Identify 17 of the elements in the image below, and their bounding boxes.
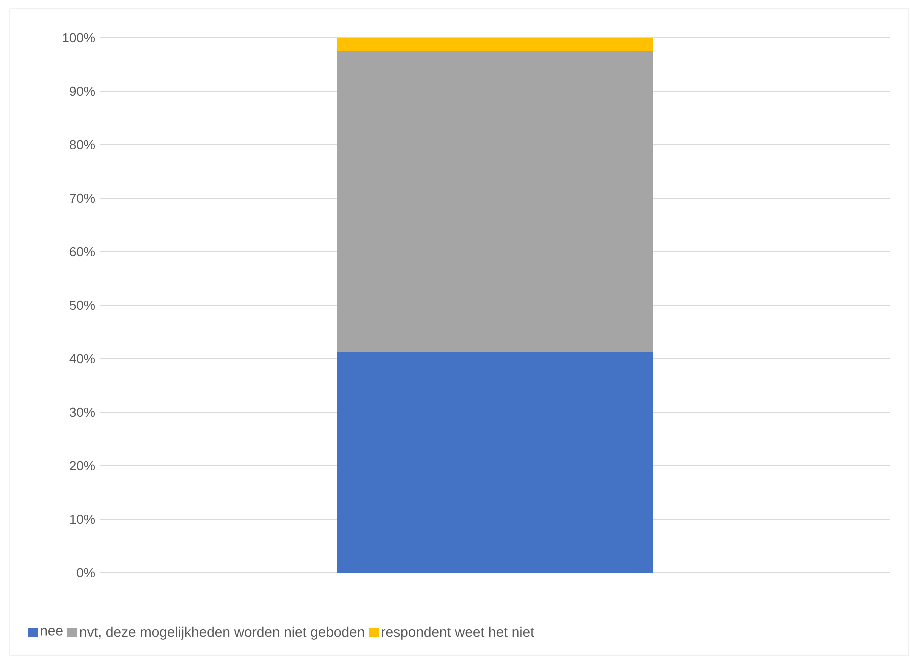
bar (337, 51, 654, 352)
y-tick-label: 30% (70, 408, 96, 418)
y-tick-label: 40% (70, 354, 96, 364)
y-tick-label: 20% (70, 461, 96, 471)
legend-label: nvt, deze mogelijkheden worden niet geboden (80, 626, 364, 640)
bar (337, 38, 654, 52)
y-tick-label: 80% (70, 140, 96, 150)
y-tick-label: 10% (70, 514, 96, 524)
y-tick-label: 0% (77, 568, 96, 578)
legend-label: nee (41, 628, 63, 636)
y-tick-label: 50% (70, 300, 96, 310)
bar (337, 352, 654, 573)
y-tick-label: 60% (70, 247, 96, 257)
legend-label: respondent weet het niet (382, 626, 534, 640)
y-tick-label: 70% (70, 194, 96, 204)
y-tick-label: 100% (63, 33, 96, 43)
y-tick-label: 90% (70, 86, 96, 96)
